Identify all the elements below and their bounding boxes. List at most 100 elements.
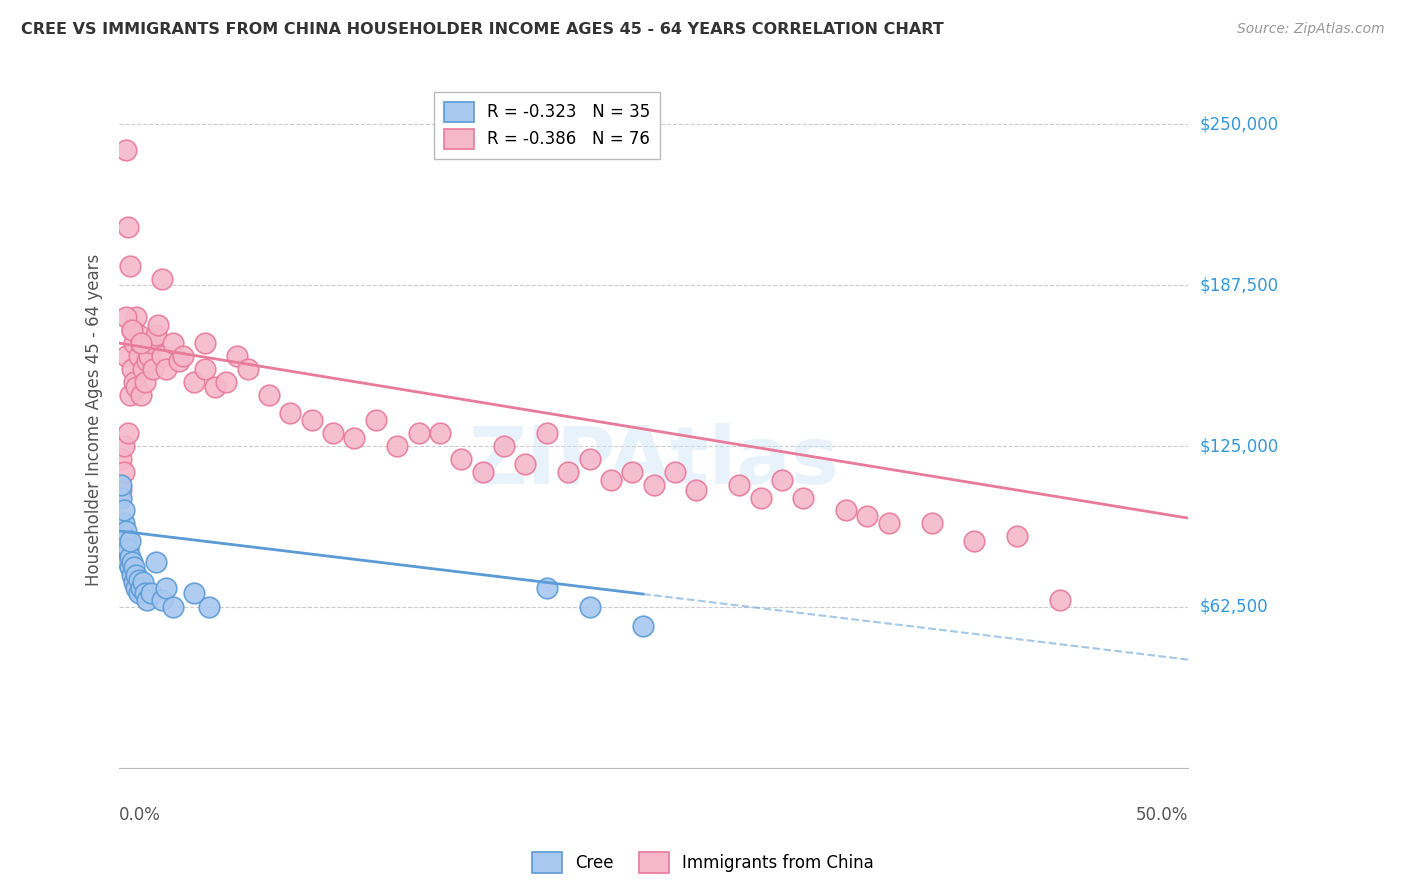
Point xyxy=(112,439,135,453)
Point xyxy=(685,483,707,497)
Point xyxy=(132,362,155,376)
Point xyxy=(364,413,387,427)
Point xyxy=(145,555,167,569)
Point xyxy=(125,567,148,582)
Point xyxy=(114,524,136,538)
Point xyxy=(129,387,152,401)
Point xyxy=(114,534,136,549)
Text: 50.0%: 50.0% xyxy=(1136,805,1188,824)
Point xyxy=(117,541,139,556)
Point xyxy=(198,599,221,614)
Point xyxy=(921,516,943,531)
Point xyxy=(385,439,408,453)
Point xyxy=(112,529,135,543)
Point xyxy=(121,555,143,569)
Point xyxy=(664,465,686,479)
Point xyxy=(471,465,494,479)
Point xyxy=(118,560,141,574)
Point xyxy=(150,349,173,363)
Point xyxy=(578,452,600,467)
Point xyxy=(578,599,600,614)
Point xyxy=(600,473,623,487)
Point xyxy=(343,431,366,445)
Point xyxy=(117,426,139,441)
Point xyxy=(204,380,226,394)
Point xyxy=(125,380,148,394)
Point xyxy=(118,387,141,401)
Point xyxy=(110,483,132,497)
Point xyxy=(515,457,537,471)
Point xyxy=(536,581,558,595)
Point xyxy=(121,362,143,376)
Point xyxy=(150,272,173,286)
Legend: Cree, Immigrants from China: Cree, Immigrants from China xyxy=(526,846,880,880)
Point xyxy=(494,439,516,453)
Point xyxy=(155,362,177,376)
Point xyxy=(110,477,132,491)
Point xyxy=(112,503,135,517)
Point xyxy=(536,426,558,441)
Point xyxy=(155,581,177,595)
Point xyxy=(117,555,139,569)
Point xyxy=(150,593,173,607)
Point xyxy=(128,573,150,587)
Point xyxy=(167,354,190,368)
Point xyxy=(322,426,344,441)
Point xyxy=(118,549,141,564)
Point xyxy=(643,477,665,491)
Point xyxy=(215,375,238,389)
Point xyxy=(134,375,156,389)
Point xyxy=(129,336,152,351)
Point xyxy=(112,465,135,479)
Text: $62,500: $62,500 xyxy=(1199,598,1268,615)
Point xyxy=(117,220,139,235)
Text: $125,000: $125,000 xyxy=(1199,437,1278,455)
Point xyxy=(114,143,136,157)
Point xyxy=(146,318,169,333)
Text: $250,000: $250,000 xyxy=(1199,115,1278,134)
Point xyxy=(1005,529,1028,543)
Point xyxy=(114,349,136,363)
Point xyxy=(110,491,132,505)
Point xyxy=(194,362,217,376)
Point xyxy=(121,567,143,582)
Point xyxy=(728,477,751,491)
Text: Source: ZipAtlas.com: Source: ZipAtlas.com xyxy=(1237,22,1385,37)
Point xyxy=(121,323,143,337)
Point xyxy=(118,534,141,549)
Point xyxy=(122,336,145,351)
Point xyxy=(1049,593,1071,607)
Point xyxy=(141,336,163,351)
Text: $187,500: $187,500 xyxy=(1199,277,1278,294)
Point xyxy=(856,508,879,523)
Point xyxy=(125,310,148,325)
Point xyxy=(162,336,184,351)
Point xyxy=(122,575,145,590)
Point xyxy=(835,503,858,517)
Point xyxy=(138,349,160,363)
Point xyxy=(183,586,205,600)
Point xyxy=(963,534,986,549)
Y-axis label: Householder Income Ages 45 - 64 years: Householder Income Ages 45 - 64 years xyxy=(86,254,103,586)
Point xyxy=(134,586,156,600)
Point xyxy=(557,465,579,479)
Point xyxy=(749,491,772,505)
Text: CREE VS IMMIGRANTS FROM CHINA HOUSEHOLDER INCOME AGES 45 - 64 YEARS CORRELATION : CREE VS IMMIGRANTS FROM CHINA HOUSEHOLDE… xyxy=(21,22,943,37)
Point xyxy=(141,586,163,600)
Point xyxy=(128,349,150,363)
Point xyxy=(121,323,143,337)
Point xyxy=(142,362,165,376)
Point xyxy=(257,387,280,401)
Point xyxy=(450,452,472,467)
Point xyxy=(770,473,793,487)
Point xyxy=(183,375,205,389)
Point xyxy=(877,516,900,531)
Point xyxy=(236,362,259,376)
Point xyxy=(631,619,654,633)
Point xyxy=(136,354,159,368)
Point xyxy=(278,406,301,420)
Point xyxy=(128,328,150,343)
Point xyxy=(118,259,141,273)
Point xyxy=(114,310,136,325)
Point xyxy=(136,593,159,607)
